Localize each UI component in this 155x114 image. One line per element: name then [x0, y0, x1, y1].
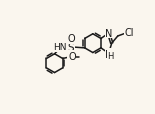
Text: O: O	[68, 52, 75, 61]
Text: N: N	[105, 49, 113, 59]
Text: HN: HN	[53, 43, 67, 51]
Text: O: O	[68, 51, 76, 61]
Text: N: N	[105, 28, 113, 38]
Text: S: S	[68, 43, 74, 52]
Text: Cl: Cl	[124, 28, 134, 38]
Text: O: O	[68, 34, 75, 43]
Text: H: H	[108, 51, 114, 60]
